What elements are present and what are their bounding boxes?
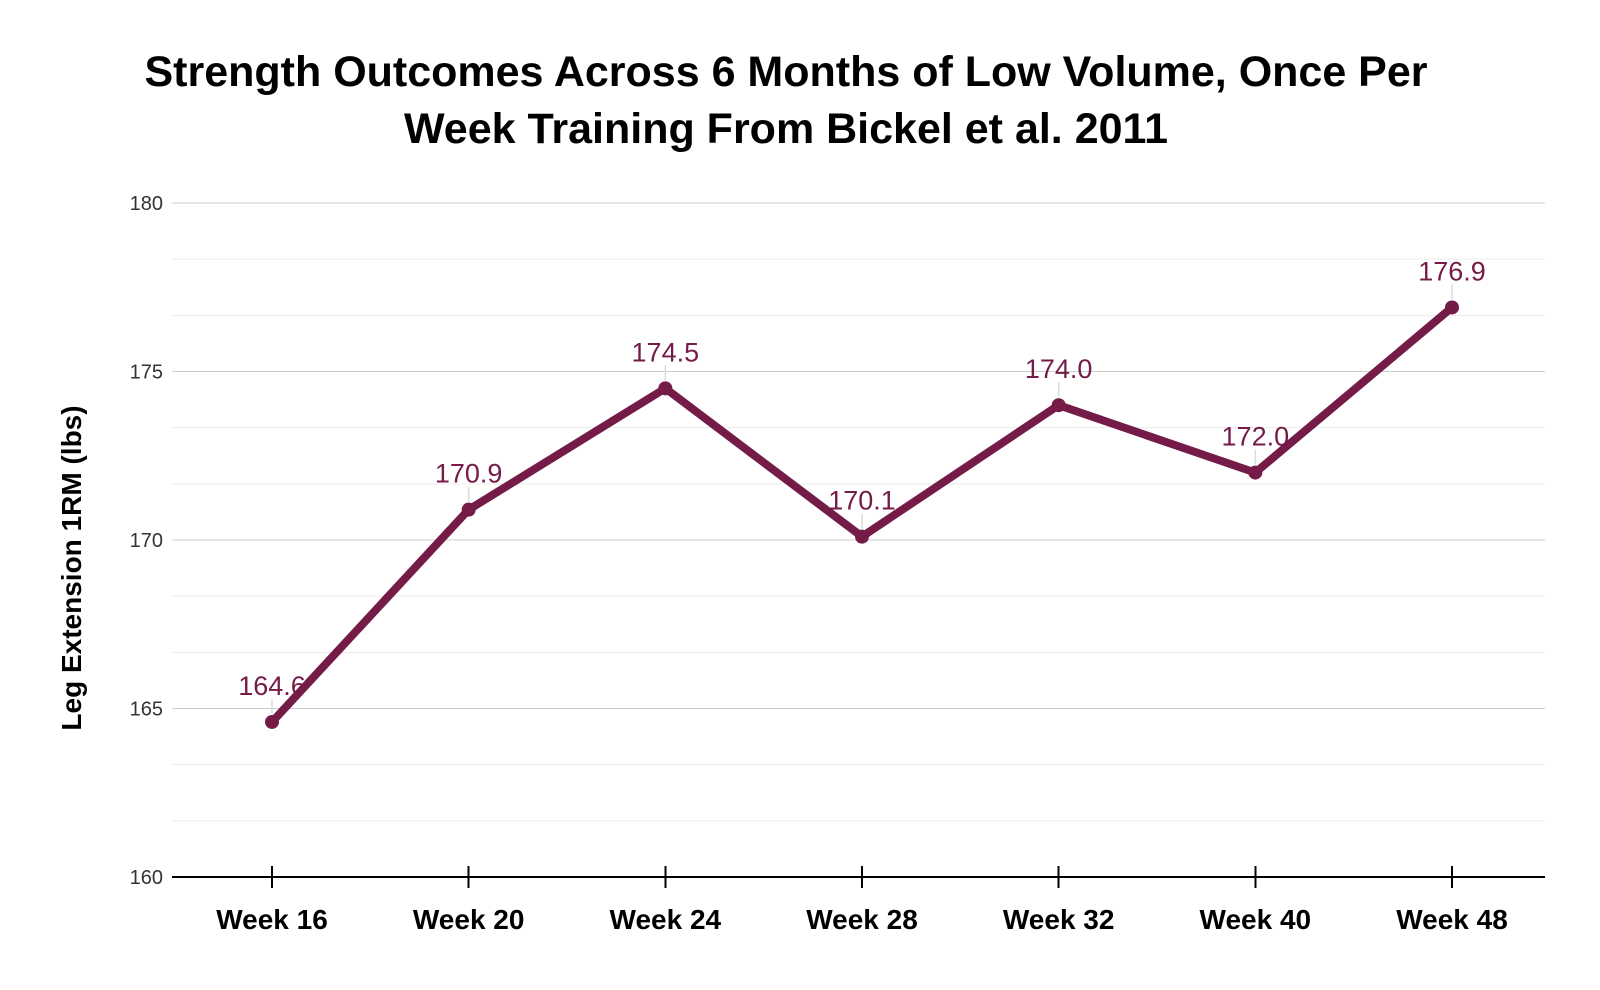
data-point-marker	[1248, 465, 1263, 480]
x-axis-category-label: Week 40	[1200, 904, 1312, 935]
y-axis-tick-label: 165	[130, 699, 163, 721]
data-point-marker	[461, 502, 476, 517]
data-point-marker	[658, 381, 673, 396]
data-point-label: 174.0	[1025, 354, 1093, 384]
data-point-label: 176.9	[1418, 256, 1486, 286]
data-point-label: 164.6	[238, 671, 306, 701]
data-point-marker	[265, 714, 279, 729]
chart-title: Strength Outcomes Across 6 Months of Low…	[0, 44, 1572, 158]
data-point-marker	[1445, 300, 1459, 315]
data-point-label: 172.0	[1222, 422, 1290, 452]
chart-title-line2: Week Training From Bickel et al. 2011	[404, 105, 1168, 153]
x-axis-category-label: Week 24	[610, 904, 722, 935]
data-point-label: 170.1	[828, 486, 896, 516]
x-axis-category-label: Week 16	[216, 904, 328, 935]
y-axis-tick-label: 160	[130, 867, 163, 889]
x-axis-category-label: Week 28	[806, 904, 918, 935]
chart-title-line1: Strength Outcomes Across 6 Months of Low…	[144, 48, 1428, 96]
data-point-label: 174.5	[632, 337, 700, 367]
x-axis-category-label: Week 20	[413, 904, 525, 935]
data-point-marker	[855, 529, 869, 544]
x-axis-category-label: Week 32	[1003, 904, 1115, 935]
y-axis-tick-label: 175	[130, 362, 163, 384]
y-axis-tick-label: 170	[130, 530, 163, 552]
data-point-marker	[1051, 398, 1066, 413]
y-axis-tick-label: 180	[130, 193, 163, 215]
data-point-label: 170.9	[435, 459, 503, 489]
x-axis-category-label: Week 48	[1396, 904, 1508, 935]
